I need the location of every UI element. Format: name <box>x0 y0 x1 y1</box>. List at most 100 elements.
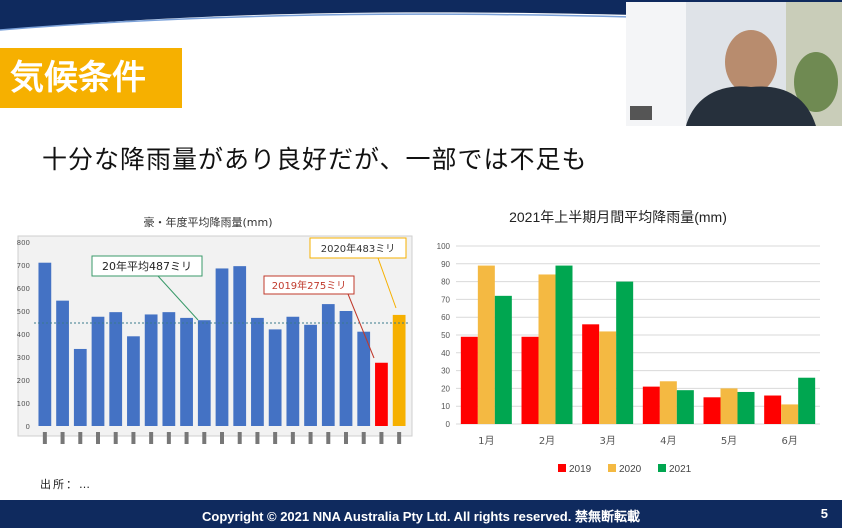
left-x-label <box>361 432 366 444</box>
left-bar <box>56 300 69 426</box>
x-tick-label: 5月 <box>721 435 737 447</box>
left-bar <box>375 362 388 426</box>
left-bar <box>286 316 300 426</box>
left-x-label <box>113 432 118 444</box>
monthly-rainfall-chart: 2021年上半期月間平均降雨量(mm) 0 10 20 30 40 50 60 70 80 90 1… <box>437 209 820 475</box>
left-bar <box>268 329 282 426</box>
y-tick-label: 50 <box>441 331 450 340</box>
x-tick-label: 6月 <box>781 435 797 447</box>
left-bar <box>321 304 335 426</box>
annual-rainfall-chart: 豪・年度平均降雨量(mm) 8007006005004003002001000 … <box>8 208 414 466</box>
chart-title: 2021年上半期月間平均降雨量(mm) <box>509 209 727 225</box>
bar-2020-2 <box>538 274 556 424</box>
legend-label: 2021 <box>669 464 692 475</box>
y-tick-label: 0 <box>446 420 451 429</box>
bar-2020-3 <box>599 331 617 424</box>
y-tick-label: 70 <box>441 295 450 304</box>
y-tick-label: 80 <box>441 278 450 287</box>
left-y-tick: 800 <box>17 239 30 247</box>
y-tick-label: 90 <box>441 260 450 269</box>
left-x-label <box>184 432 189 444</box>
left-x-label <box>255 432 260 444</box>
left-x-label <box>344 432 348 444</box>
legend-label: 2019 <box>569 464 592 475</box>
bar-2021-5 <box>737 391 755 424</box>
left-bar <box>304 324 317 426</box>
left-x-label <box>131 432 136 444</box>
annotation-2019: 2019年275ミリ <box>272 279 347 292</box>
bar-2021-6 <box>798 377 816 424</box>
left-y-tick: 400 <box>17 331 30 339</box>
footer-copyright: Copyright © 2021 NNA Australia Pty Ltd. … <box>202 509 640 524</box>
footer-bar: Copyright © 2021 NNA Australia Pty Ltd. … <box>0 500 842 528</box>
left-bar <box>180 317 193 426</box>
left-y-tick: 500 <box>17 308 30 316</box>
left-bar <box>73 348 87 426</box>
bar-2020-5 <box>720 388 738 424</box>
left-bar <box>91 316 105 426</box>
left-x-label <box>78 432 83 444</box>
legend-label: 2020 <box>619 464 642 475</box>
left-y-tick: 100 <box>17 400 30 408</box>
y-tick-label: 60 <box>441 313 450 322</box>
left-bar <box>197 320 211 426</box>
source-note: 出所：… <box>40 478 92 491</box>
webcam-video-feed <box>626 2 842 126</box>
bar-2021-4 <box>676 390 694 424</box>
bar-2021-2 <box>555 265 573 424</box>
x-tick-label: 4月 <box>660 435 676 447</box>
left-x-label <box>96 432 100 444</box>
left-bar <box>127 336 140 426</box>
left-bar <box>339 311 353 426</box>
left-x-label <box>237 432 242 444</box>
legend-swatch <box>558 464 566 472</box>
left-x-label <box>379 432 384 444</box>
x-tick-label: 1月 <box>478 435 494 447</box>
left-x-label <box>42 432 47 444</box>
left-bar <box>162 312 176 426</box>
left-bar <box>233 266 247 426</box>
left-bar <box>144 314 158 426</box>
bar-2021-1 <box>494 295 512 424</box>
bar-2020-4 <box>659 381 677 424</box>
left-bar <box>357 331 371 426</box>
annotation-20yr-avg: 20年平均487ミリ <box>102 259 192 273</box>
left-bar <box>392 314 406 426</box>
bar-2019-4 <box>642 386 660 424</box>
left-chart-title: 豪・年度平均降雨量(mm) <box>143 215 272 229</box>
y-tick-label: 10 <box>441 402 450 411</box>
y-tick-label: 100 <box>437 242 451 251</box>
headline: 十分な降雨量があり良好だが、一部では不足も <box>42 145 588 174</box>
left-x-label <box>290 432 295 444</box>
x-tick-label: 2月 <box>539 435 555 447</box>
left-y-tick: 600 <box>17 285 30 293</box>
y-tick-label: 40 <box>441 349 450 358</box>
left-x-label <box>397 432 402 444</box>
bar-2020-6 <box>781 404 799 424</box>
left-x-label <box>60 432 65 444</box>
left-y-tick: 300 <box>17 354 30 362</box>
left-x-label <box>149 432 154 444</box>
annotation-2020: 2020年483ミリ <box>321 242 396 255</box>
left-y-tick: 0 <box>26 423 30 431</box>
page-number: 5 <box>820 506 828 521</box>
bar-2019-3 <box>582 324 600 424</box>
left-y-tick: 700 <box>17 262 30 270</box>
x-tick-label: 3月 <box>599 435 615 447</box>
legend-swatch <box>658 464 666 472</box>
y-tick-label: 30 <box>441 367 450 376</box>
left-y-tick: 200 <box>17 377 30 385</box>
y-tick-label: 20 <box>441 384 450 393</box>
bar-2019-1 <box>460 336 478 424</box>
left-x-label <box>273 432 278 444</box>
section-title: 気候条件 <box>0 48 182 108</box>
bar-2020-1 <box>477 265 495 424</box>
bar-2019-5 <box>703 397 721 424</box>
left-x-label <box>308 432 313 444</box>
left-x-label <box>202 432 207 444</box>
left-bar <box>109 312 123 426</box>
left-bar <box>38 262 52 426</box>
left-bar <box>215 268 229 426</box>
bar-2021-3 <box>616 281 634 424</box>
left-x-label <box>220 432 224 444</box>
